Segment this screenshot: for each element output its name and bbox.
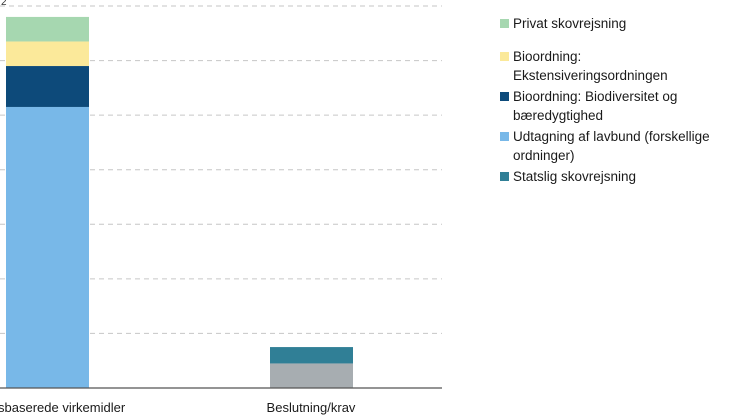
bar-segment-1-series-3 (6, 66, 89, 107)
legend-item: Privat skovrejsning (500, 14, 737, 33)
legend-swatch (500, 52, 509, 61)
legend-swatch (500, 92, 509, 101)
bar-segment-2-series-1 (270, 347, 353, 364)
legend-label: Privat skovrejsning (513, 16, 627, 31)
legend-item: Udtagning af lavbund (forskellige ordnin… (500, 127, 737, 165)
legend-swatch (500, 132, 509, 141)
legend-label: Statslig skovrejsning (513, 169, 637, 184)
legend: Privat skovrejsning Bioordning: Ekstensiv… (500, 14, 737, 188)
legend-item: Bioordning: Ekstensiveringsordningen (500, 47, 737, 85)
y-tick-label-fragment: 2 (1, 0, 7, 8)
bar-segment-other (270, 363, 353, 388)
legend-label: Bioordning: Biodiversitet og bæredygtigh… (513, 89, 678, 123)
category-label-1: sbaserede virkemidler (0, 400, 126, 415)
legend-swatch (500, 19, 509, 28)
bar-segment-1-series-4 (6, 41, 89, 67)
legend-item: Statslig skovrejsning (500, 167, 737, 186)
bar-segment-1-series-5 (6, 16, 89, 42)
legend-label: Udtagning af lavbund (forskellige ordnin… (513, 129, 710, 163)
legend-swatch (500, 172, 509, 181)
bars (6, 16, 353, 388)
legend-label: Bioordning: Ekstensiveringsordningen (513, 49, 668, 83)
category-label-2: Beslutning/krav (267, 400, 356, 415)
legend-item: Bioordning: Biodiversitet og bæredygtigh… (500, 87, 737, 125)
bar-segment-1-series-2 (6, 106, 89, 388)
